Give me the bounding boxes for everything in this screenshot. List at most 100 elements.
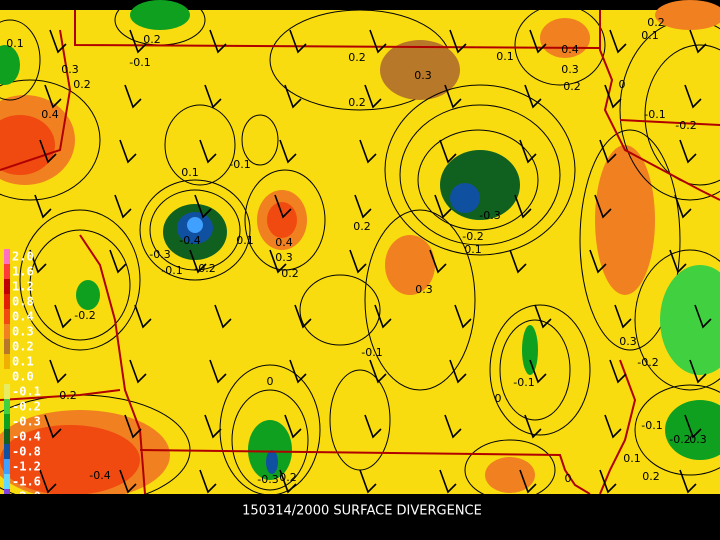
wind-barb [679, 139, 697, 164]
contour-label: -0.2 [462, 230, 483, 243]
contour-label: 0 [565, 472, 572, 485]
wind-barb [359, 139, 377, 164]
contour-label: -0.3 [257, 473, 278, 486]
contour-label: 0.2 [59, 389, 77, 402]
contour-label: 0.4 [41, 108, 59, 121]
legend-swatch [4, 354, 10, 369]
wind-barb [684, 414, 702, 439]
legend-label: -0.8 [12, 445, 41, 459]
wind-barb [124, 84, 142, 109]
wind-barb [269, 249, 287, 274]
wind-barb [454, 304, 472, 329]
legend-label: -0.1 [12, 385, 41, 399]
contour-label: 0.3 [275, 251, 293, 264]
legend-label: -1.2 [12, 460, 41, 474]
contour-label: 0.1 [6, 37, 24, 50]
contour-label: 0.1 [496, 50, 514, 63]
legend-label: 1.6 [12, 265, 34, 279]
wind-barb [604, 84, 622, 109]
wind-barb [444, 414, 462, 439]
wind-barb [39, 139, 57, 164]
contour-label: 0.1 [464, 243, 482, 256]
wind-barb [364, 84, 382, 109]
wind-barb [134, 304, 152, 329]
wind-barb [39, 469, 57, 494]
wind-barb [694, 304, 712, 329]
contour-labels: 0.1 -0.1 0.2 0.3 0.2 0.4 0.2 0.3 0.1 0.4 0.3 0.2 0.2… [6, 16, 707, 486]
wind-barb [444, 84, 462, 109]
contour-label: 0 [495, 392, 502, 405]
wind-barbs [29, 29, 712, 494]
wind-barb [689, 29, 707, 54]
wind-barb [194, 194, 212, 219]
contour-label: -0.1 [161, 264, 182, 277]
contour-label: 0.2 [143, 33, 161, 46]
wind-barb [374, 304, 392, 329]
wind-barb [204, 414, 222, 439]
contour-label: -0.4 [89, 469, 110, 482]
contour-label: 0.1 [181, 166, 199, 179]
legend-label: -1.6 [12, 475, 41, 489]
wind-barb [124, 414, 142, 439]
legend-swatch [4, 339, 10, 354]
wind-barb [594, 194, 612, 219]
legend-swatch [4, 264, 10, 279]
contour-label: 0 [619, 78, 626, 91]
wind-barb [289, 359, 307, 384]
wind-barb [514, 194, 532, 219]
map-title: 150314/2000 SURFACE DIVERGENCE [242, 504, 482, 519]
legend-swatch [4, 279, 10, 294]
legend-swatch [4, 474, 10, 489]
contour-label: 0.3 [61, 63, 79, 76]
wind-barb [534, 304, 552, 329]
wind-barb [109, 249, 127, 274]
wind-barb [34, 194, 52, 219]
wind-barb [449, 29, 467, 54]
wind-barb [49, 359, 67, 384]
contour-label: 0.1 [623, 452, 641, 465]
contour-label: 0.3 [415, 283, 433, 296]
contour-label: -0.2 [637, 356, 658, 369]
wind-barb [284, 414, 302, 439]
legend-label: -0.4 [12, 430, 41, 444]
wind-barb [44, 414, 62, 439]
contour-label: 0.3 [561, 63, 579, 76]
wind-barb [689, 359, 707, 384]
legend-swatch [4, 444, 10, 459]
legend-label: -0.2 [12, 400, 41, 414]
contour-label: 0.3 [619, 335, 637, 348]
legend-swatch [4, 309, 10, 324]
wind-barb [204, 84, 222, 109]
contour-label: -0.2 [675, 119, 696, 132]
state-borders [0, 10, 720, 495]
wind-barb [434, 194, 452, 219]
contour-label: 0.2 [563, 80, 581, 93]
contour-label: -0.1 [129, 56, 150, 69]
legend-label: 0.0 [12, 370, 34, 384]
wind-barb [439, 139, 457, 164]
wind-barb [524, 84, 542, 109]
contour-label: 0.2 [348, 51, 366, 64]
wind-barb [129, 29, 147, 54]
contour-label: 0.4 [561, 43, 579, 56]
wind-barb [614, 304, 632, 329]
wind-barb [589, 249, 607, 274]
legend-label: 0.8 [12, 295, 34, 309]
wind-barb [209, 29, 227, 54]
contour-label: 0.2 [647, 16, 665, 29]
legend-swatch [4, 369, 10, 384]
wind-barb [49, 29, 67, 54]
legend-label: -0.3 [12, 415, 41, 429]
wind-barb [609, 29, 627, 54]
wind-barb [209, 359, 227, 384]
wind-barb [274, 194, 292, 219]
contour-label: -0.3 [479, 209, 500, 222]
legend-label: 0.1 [12, 355, 34, 369]
wind-barb [439, 469, 457, 494]
contour-label: 0.2 [73, 78, 91, 91]
wind-barb [119, 139, 137, 164]
contour-label: 0.2 [279, 471, 297, 484]
wind-barb [524, 414, 542, 439]
wind-barb [199, 139, 217, 164]
wind-barb [674, 194, 692, 219]
